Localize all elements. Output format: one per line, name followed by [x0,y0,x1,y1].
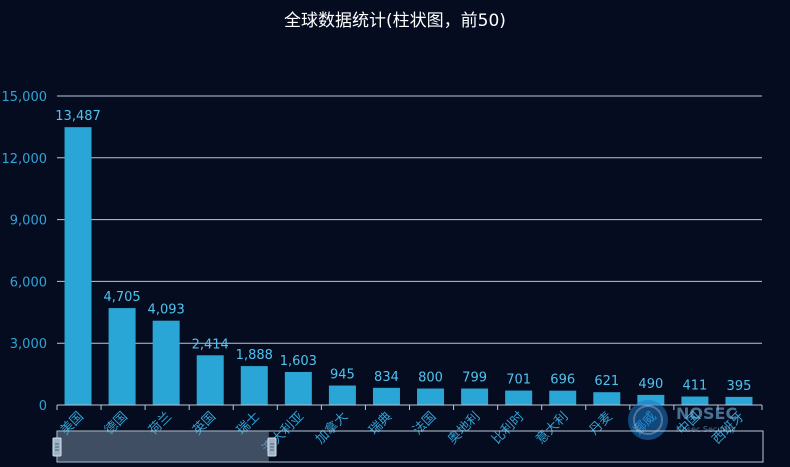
bar-value-label: 799 [462,371,487,386]
x-tick-label: 比利时 [489,409,527,447]
bar-value-label: 696 [550,373,575,388]
bar[interactable] [549,390,577,405]
y-tick-label: 6,000 [10,275,47,290]
x-tick-label: 加拿大 [312,409,351,448]
y-tick-label: 3,000 [10,337,47,352]
x-tick-label: 丹麦 [587,409,616,438]
bar[interactable] [152,320,180,405]
bar[interactable] [64,127,92,406]
bar-value-label: 4,705 [103,290,140,305]
bar-value-label: 834 [374,370,399,385]
bar-value-label: 2,414 [192,337,229,352]
bar[interactable] [637,394,665,405]
bar[interactable] [240,366,268,405]
x-tick-label: 法国 [410,409,439,438]
bar[interactable] [505,390,533,405]
x-tick-label: 瑞典 [366,409,395,438]
bar[interactable] [593,392,621,405]
bar-value-label: 945 [330,368,355,383]
chart-title: 全球数据统计(柱状图，前50) [284,11,506,31]
bar[interactable] [725,396,753,405]
bars [64,127,753,406]
y-tick-label: 0 [39,399,47,414]
bar-value-labels: 13,487 4,705 4,093 2,414 1,888 1,603 945 834 800… [55,109,751,394]
x-tick-label: 意大利 [533,409,572,448]
bar-value-label: 1,888 [236,348,273,363]
bar[interactable] [328,385,356,405]
grid-lines [57,95,762,344]
watermark-logo: NOSEC Nosec Security [628,400,737,440]
bar-value-label: 1,603 [280,354,317,369]
bar-value-label: 4,093 [148,303,185,318]
watermark-subtext: Nosec Security [676,425,736,434]
bar[interactable] [372,387,400,405]
bar-value-label: 395 [727,379,752,394]
data-zoom [52,430,764,463]
y-tick-label: 9,000 [10,214,47,229]
bar-value-label: 701 [506,373,531,388]
bar-value-label: 411 [682,379,707,394]
zoom-handle-right[interactable] [267,437,277,457]
zoom-handle-left[interactable] [52,437,62,457]
y-axis: 0 3,000 6,000 9,000 12,000 15,000 [2,90,48,414]
bar-value-label: 13,487 [55,109,101,124]
bar-value-label: 800 [418,371,443,386]
bar[interactable] [417,388,445,405]
bar[interactable] [196,355,224,405]
bar[interactable] [284,371,312,405]
watermark-text: NOSEC [676,404,737,423]
bar[interactable] [681,396,709,405]
bar[interactable] [461,388,489,405]
y-tick-label: 15,000 [2,90,48,105]
bar-value-label: 490 [638,377,663,392]
zoom-window[interactable] [57,431,269,462]
x-tick-label: 奥地利 [445,409,483,447]
bar-value-label: 621 [594,374,619,389]
bar[interactable] [108,308,136,405]
y-tick-label: 12,000 [2,152,48,167]
